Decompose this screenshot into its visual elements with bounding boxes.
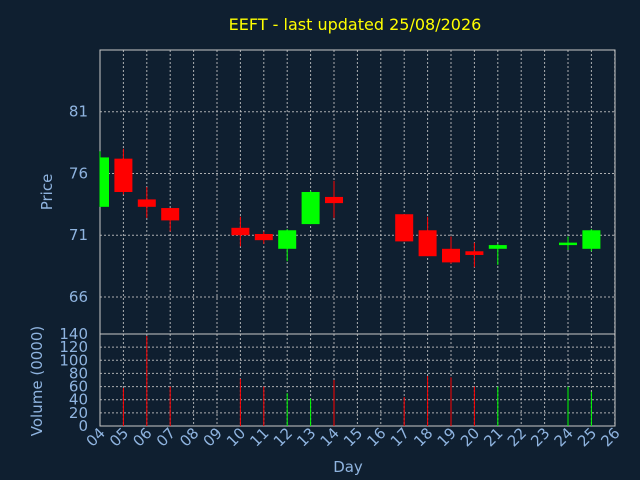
x-tick-label: 14 bbox=[317, 424, 343, 450]
candle-body bbox=[559, 242, 577, 246]
candle-body bbox=[278, 230, 297, 249]
volume-tick-label: 140 bbox=[59, 325, 88, 343]
price-axis-label: Price bbox=[38, 174, 56, 211]
x-tick-label: 23 bbox=[527, 424, 553, 450]
x-tick-label: 25 bbox=[574, 424, 600, 450]
candle-body bbox=[325, 196, 343, 204]
candle-body bbox=[100, 157, 109, 207]
candle-body bbox=[301, 192, 320, 225]
price-grid bbox=[99, 50, 616, 334]
x-tick-label: 17 bbox=[387, 424, 413, 450]
volume-tick-label: 20 bbox=[69, 404, 88, 422]
x-tick-label: 16 bbox=[363, 424, 389, 450]
x-tick-label: 05 bbox=[106, 424, 132, 450]
x-tick-label: 24 bbox=[551, 424, 577, 450]
candles bbox=[99, 148, 601, 268]
volume-tick-label: 80 bbox=[69, 364, 88, 382]
volume-tick-label: 120 bbox=[59, 338, 88, 356]
candle-body bbox=[418, 230, 437, 257]
volume-tick-label: 40 bbox=[69, 391, 88, 409]
x-tick-label: 20 bbox=[457, 424, 483, 450]
candle-body bbox=[137, 199, 156, 207]
candle-body bbox=[395, 214, 414, 242]
chart-title: EEFT - last updated 25/08/2026 bbox=[229, 15, 482, 34]
price-tick-label: 66 bbox=[69, 288, 88, 306]
x-tick-label: 10 bbox=[223, 424, 249, 450]
price-tick-label: 81 bbox=[69, 103, 88, 121]
candle-body bbox=[465, 251, 484, 255]
x-tick-label: 08 bbox=[176, 424, 202, 450]
x-ticks: 0405060708091011121314151617181920212223… bbox=[83, 424, 624, 450]
candle-body bbox=[254, 233, 273, 241]
volume-grid bbox=[99, 333, 616, 427]
x-tick-label: 19 bbox=[434, 424, 460, 450]
price-tick-label: 76 bbox=[69, 164, 88, 182]
volume-tick-label: 0 bbox=[78, 417, 88, 435]
volume-bars bbox=[122, 335, 592, 426]
x-tick-label: 13 bbox=[293, 424, 319, 450]
x-tick-label: 11 bbox=[246, 424, 272, 450]
volume-axis-label: Volume (0000) bbox=[28, 326, 46, 436]
x-tick-label: 09 bbox=[200, 424, 226, 450]
volume-tick-label: 100 bbox=[59, 351, 88, 369]
candle-body bbox=[114, 158, 133, 192]
volume-tick-label: 60 bbox=[69, 378, 88, 396]
x-tick-label: 21 bbox=[480, 424, 506, 450]
x-tick-label: 26 bbox=[597, 424, 623, 450]
x-tick-label: 22 bbox=[504, 424, 530, 450]
x-axis-label: Day bbox=[333, 458, 363, 476]
price-tick-label: 71 bbox=[69, 226, 88, 244]
candle-body bbox=[161, 208, 180, 221]
x-tick-label: 18 bbox=[410, 424, 436, 450]
x-tick-label: 15 bbox=[340, 424, 366, 450]
price-y-ticks: 66 71 76 81 bbox=[69, 103, 88, 306]
x-tick-label: 06 bbox=[129, 424, 155, 450]
candle-body bbox=[442, 248, 460, 263]
candle-body bbox=[231, 227, 250, 236]
candle-body bbox=[582, 230, 601, 249]
x-tick-label: 12 bbox=[270, 424, 296, 450]
x-tick-label: 07 bbox=[153, 424, 179, 450]
candle-body bbox=[488, 245, 507, 249]
volume-panel-frame bbox=[99, 333, 616, 427]
